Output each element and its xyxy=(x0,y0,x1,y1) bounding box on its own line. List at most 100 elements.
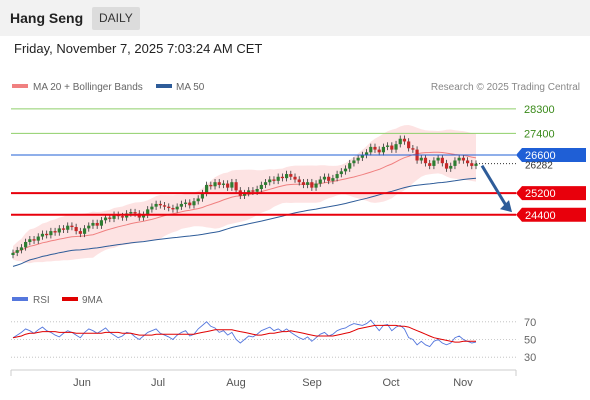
rsi-legend: RSI 9MA xyxy=(12,295,103,306)
candle-body xyxy=(428,163,432,166)
candle-body xyxy=(436,157,440,161)
candle-body xyxy=(284,174,289,179)
pivot-tag xyxy=(516,148,586,163)
period-badge[interactable]: DAILY xyxy=(92,7,140,30)
candle-body xyxy=(91,222,95,226)
candle-body xyxy=(82,228,87,234)
candle-body xyxy=(381,146,385,153)
candle-body xyxy=(28,239,32,242)
candle-body xyxy=(78,231,82,234)
candle-body xyxy=(364,152,369,156)
rsi-tick-label: 30 xyxy=(524,352,536,364)
candle-body xyxy=(268,179,272,183)
candle-body xyxy=(343,168,348,172)
candle-body xyxy=(19,247,24,251)
candle-body xyxy=(40,233,45,237)
candle-body xyxy=(234,182,238,191)
candle-body xyxy=(293,176,297,180)
candle-body xyxy=(70,225,74,228)
rsi-plot: 70 50 30 xyxy=(11,317,536,364)
candle-body xyxy=(104,217,108,221)
candle-body xyxy=(465,160,470,164)
candle-body xyxy=(318,179,322,184)
x-tick-label: Sep xyxy=(302,377,322,389)
candle-body xyxy=(348,163,352,169)
candle-body xyxy=(209,184,213,187)
ma50-legend-swatch xyxy=(156,84,172,88)
candle-body xyxy=(411,148,415,150)
candle-body xyxy=(398,138,402,145)
candle-body xyxy=(259,184,263,189)
candle-body xyxy=(369,146,373,153)
candle-body xyxy=(171,208,175,210)
candle-body xyxy=(183,202,188,204)
candle-body xyxy=(386,145,390,147)
candle-body xyxy=(108,217,112,219)
credit-label: Research © 2025 Trading Central xyxy=(431,82,580,93)
candle-body xyxy=(150,206,154,210)
candle-body xyxy=(133,212,137,214)
instrument-title: Hang Seng xyxy=(10,10,84,26)
chart-header: Hang Seng DAILY xyxy=(0,0,590,36)
candle-body xyxy=(61,228,66,230)
x-axis: Jun Jul Aug Sep Oct Nov xyxy=(10,369,517,389)
candle-body xyxy=(402,138,407,142)
support-tag xyxy=(516,207,586,222)
x-tick-label: Aug xyxy=(226,377,246,389)
candle-body xyxy=(154,203,158,207)
candle-body xyxy=(322,176,327,180)
candle-body xyxy=(158,203,162,206)
resistance-label: 28300 xyxy=(524,104,555,116)
candle-body xyxy=(377,149,381,153)
candle-body xyxy=(251,190,255,192)
candle-body xyxy=(327,176,331,181)
support-label: 24400 xyxy=(525,210,556,222)
candle-body xyxy=(263,182,268,185)
candle-body xyxy=(200,193,205,199)
ma20-legend-swatch xyxy=(12,84,28,88)
resistance-label: 27400 xyxy=(524,128,555,140)
candle-body xyxy=(255,189,259,192)
candle-body xyxy=(32,239,36,241)
candle-body xyxy=(335,174,339,179)
candle-body xyxy=(356,157,360,161)
ma50-legend-label: MA 50 xyxy=(176,82,205,93)
candle-body xyxy=(314,183,318,188)
candle-body xyxy=(66,225,70,230)
candle-body xyxy=(49,231,53,236)
rsi-legend-swatch xyxy=(12,297,28,301)
candle-body xyxy=(440,157,444,164)
rsi-tick-label: 50 xyxy=(524,335,536,347)
candle-body xyxy=(188,202,192,206)
candle-body xyxy=(217,182,221,185)
candle-body xyxy=(419,157,423,161)
candle-body xyxy=(331,178,335,181)
rsi-ma-legend-label: 9MA xyxy=(82,295,103,306)
candle-body xyxy=(230,182,234,188)
candle-body xyxy=(297,179,301,183)
timestamp: Friday, November 7, 2025 7:03:24 AM CET xyxy=(14,41,263,56)
candle-body xyxy=(45,233,49,236)
candle-body xyxy=(242,193,247,196)
candle-body xyxy=(449,165,453,169)
candle-body xyxy=(301,182,306,185)
candle-body xyxy=(11,252,15,256)
candle-body xyxy=(221,183,226,185)
x-tick-label: Nov xyxy=(453,377,473,389)
price-legend: MA 20 + Bollinger Bands MA 50 Research ©… xyxy=(12,82,580,93)
candle-body xyxy=(390,145,394,150)
candle-body xyxy=(15,250,19,253)
candle-body xyxy=(352,160,356,164)
candle-body xyxy=(213,182,217,187)
rsi-ma-line xyxy=(12,324,476,343)
candle-body xyxy=(129,212,133,214)
candle-body xyxy=(280,176,284,179)
candle-body xyxy=(192,201,196,206)
candle-body xyxy=(57,228,61,233)
support-label: 25200 xyxy=(525,188,556,200)
candle-body xyxy=(205,184,209,194)
x-tick-label: Jun xyxy=(73,377,91,389)
candle-body xyxy=(461,157,465,161)
candle-body xyxy=(407,141,411,149)
